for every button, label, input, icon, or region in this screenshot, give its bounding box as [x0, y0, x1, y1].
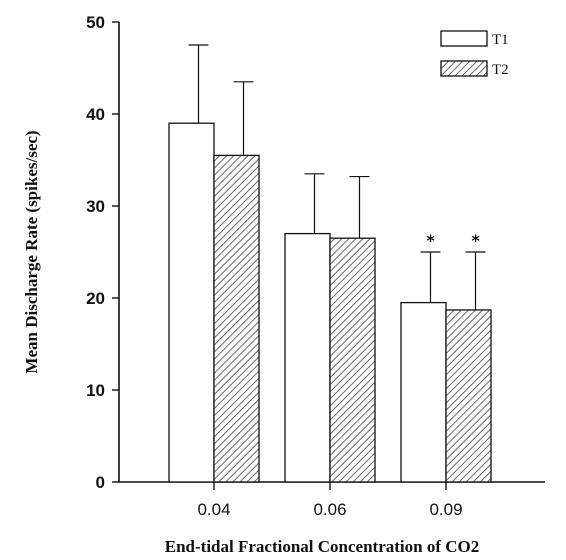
bar-t1-0.04 — [168, 122, 215, 483]
y-ticks: 0 10 20 30 40 50 — [86, 13, 119, 492]
legend-swatch-t1 — [440, 30, 488, 47]
legend-label-t1: T1 — [492, 32, 509, 48]
bar-t2-0.04 — [213, 154, 260, 483]
y-tick-label: 50 — [86, 13, 105, 32]
error-bars — [188, 44, 486, 310]
y-tick-label: 30 — [86, 197, 105, 216]
legend: T1 T2 — [440, 30, 509, 78]
significance-star: * — [426, 231, 435, 250]
bar-t2-0.06 — [329, 237, 376, 483]
legend-label-t2: T2 — [492, 62, 509, 78]
significance-markers: * * — [426, 231, 480, 250]
y-tick-label: 0 — [96, 473, 105, 492]
x-tick-label: 0.06 — [313, 500, 346, 519]
y-tick-label: 10 — [86, 381, 105, 400]
bar-t2-0.09 — [445, 309, 492, 483]
x-ticks: 0.04 0.06 0.09 — [197, 482, 463, 519]
x-tick-label: 0.09 — [429, 500, 462, 519]
y-tick-label: 20 — [86, 289, 105, 308]
bar-t1-0.06 — [284, 232, 331, 483]
bars — [168, 122, 492, 483]
significance-star: * — [471, 231, 480, 250]
bar-t1-0.09 — [400, 301, 447, 483]
x-tick-label: 0.04 — [197, 500, 230, 519]
legend-swatch-t2 — [440, 60, 488, 77]
y-tick-label: 40 — [86, 105, 105, 124]
x-axis-title: End-tidal Fractional Concentration of CO… — [165, 537, 480, 556]
y-axis-title: Mean Discharge Rate (spikes/sec) — [22, 130, 41, 373]
